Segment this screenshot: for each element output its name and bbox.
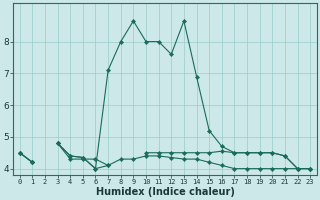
X-axis label: Humidex (Indice chaleur): Humidex (Indice chaleur) (96, 187, 234, 197)
